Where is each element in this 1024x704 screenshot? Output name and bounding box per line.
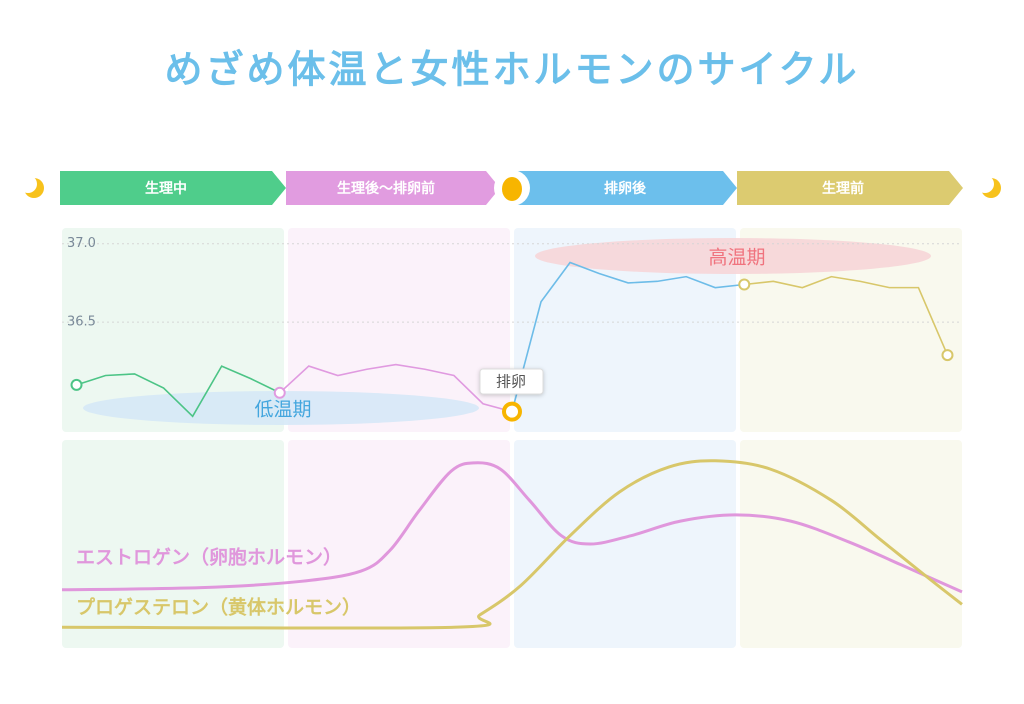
ovulation-icon: [494, 170, 530, 206]
phase-background: [514, 228, 736, 432]
phase-background: [62, 440, 284, 648]
hormone-chart: エストロゲン（卵胞ホルモン） プロゲステロン（黄体ホルモン）: [61, 459, 963, 630]
legend-label: プロゲステロン（黄体ホルモン）: [76, 596, 361, 619]
phase-background: [288, 228, 510, 432]
moon-icon: [19, 175, 44, 198]
hormone-line: [61, 459, 963, 630]
temperature-line: [279, 363, 513, 413]
temperature-marker: [70, 378, 83, 391]
temperature-marker: [502, 401, 522, 422]
phase-label: 生理中: [145, 180, 187, 197]
annotation: 低温期: [254, 399, 311, 421]
ovulation-callout: 排卵: [479, 368, 544, 395]
phase-chevron: [515, 171, 737, 205]
phase-label: 排卵後: [604, 180, 647, 197]
y-tick-label: 36.5: [67, 315, 96, 330]
phase-background: [288, 440, 510, 648]
hormone-line: [61, 461, 963, 594]
high-temp-zone: [535, 238, 931, 274]
phase-chevron: [286, 171, 500, 205]
phase-chevron: [737, 171, 963, 205]
phase-background: [514, 440, 736, 648]
legend-label: エストロゲン（卵胞ホルモン）: [76, 546, 342, 569]
phase-chevron: [60, 171, 286, 205]
moon-icon: [976, 175, 1001, 198]
y-tick-label: 37.0: [67, 236, 96, 251]
annotation: 高温期: [708, 247, 765, 269]
phase-background: [740, 228, 962, 432]
temperature-line: [744, 275, 949, 356]
temperature-marker: [273, 386, 286, 399]
low-temp-zone: [83, 391, 479, 425]
temperature-line: [76, 365, 281, 418]
temperature-marker: [941, 349, 954, 362]
temperature-line: [511, 261, 745, 412]
phase-bar: 生理中 生理後〜排卵前 排卵後 生理前: [60, 171, 963, 205]
phase-label: 生理後〜排卵前: [337, 180, 435, 197]
temperature-chart: 36.5 37.0: [62, 236, 962, 422]
temperature-marker: [738, 278, 751, 291]
phase-backgrounds: [62, 228, 962, 648]
chart-title: めざめ体温と女性ホルモンのサイクル: [164, 48, 859, 92]
phase-background: [62, 228, 284, 432]
annotation: 排卵: [496, 373, 526, 391]
phase-label: 生理前: [822, 180, 864, 197]
